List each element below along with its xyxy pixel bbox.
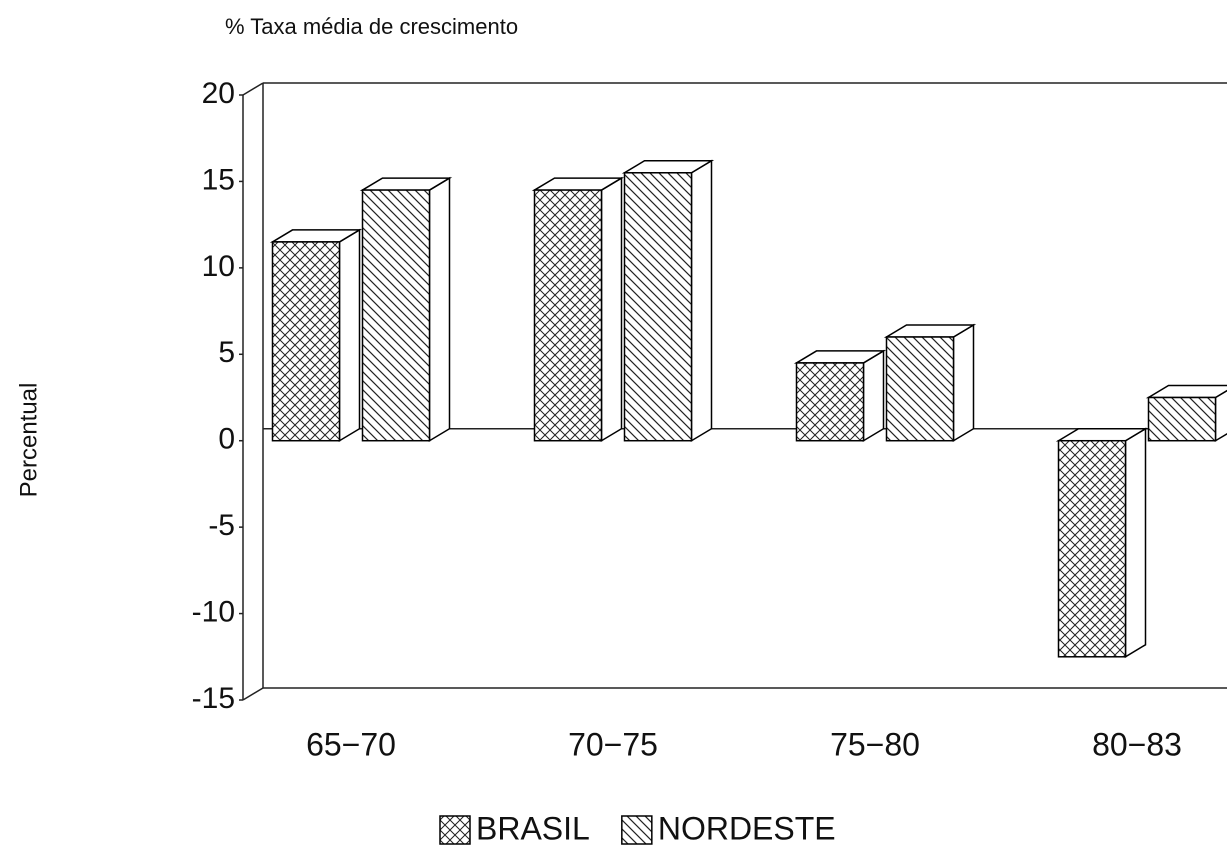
bar — [1145, 384, 1227, 443]
bar — [883, 323, 977, 443]
y-tick-label: 0 — [218, 423, 235, 456]
bar — [359, 176, 453, 443]
bar-side — [862, 349, 885, 443]
x-tick-label: 65−70 — [306, 726, 396, 762]
y-tick-label: 5 — [218, 336, 235, 369]
bar-front — [361, 189, 431, 442]
bar-side — [952, 323, 975, 443]
bar — [1055, 427, 1149, 659]
y-tick-label: 10 — [202, 250, 235, 283]
bar-front — [1147, 396, 1217, 442]
x-tick-label: 80−83 — [1092, 726, 1182, 762]
frame — [242, 82, 1227, 701]
legend-label: BRASIL — [476, 810, 590, 846]
bar-top — [1145, 384, 1227, 399]
legend-swatch — [621, 815, 653, 845]
bar — [621, 159, 715, 443]
chart-title: % Taxa média de crescimento — [225, 14, 518, 39]
legend-swatch — [439, 815, 471, 845]
bar-front — [271, 241, 341, 442]
bar-front — [623, 172, 693, 442]
y-tick-label: 20 — [202, 77, 235, 110]
x-tick-label: 70−75 — [568, 726, 658, 762]
y-axis-label: Percentual — [15, 383, 42, 498]
legend-label: NORDESTE — [658, 810, 836, 846]
y-tick-label: -15 — [192, 682, 235, 715]
bar-side — [338, 228, 361, 443]
x-tick-label: 75−80 — [830, 726, 920, 762]
y-tick-label: -5 — [208, 509, 235, 542]
bar-side — [428, 176, 451, 443]
y-tick-label: -10 — [192, 595, 235, 628]
bar-front — [533, 189, 603, 442]
bar — [531, 176, 625, 443]
bar — [269, 228, 363, 443]
bar-side — [690, 159, 713, 443]
bar-side — [1124, 427, 1147, 659]
bar-front — [1057, 439, 1127, 658]
bar — [793, 349, 887, 443]
bar-side — [600, 176, 623, 443]
y-tick-label: 15 — [202, 163, 235, 196]
bar-front — [795, 362, 865, 442]
bar-front — [885, 336, 955, 442]
